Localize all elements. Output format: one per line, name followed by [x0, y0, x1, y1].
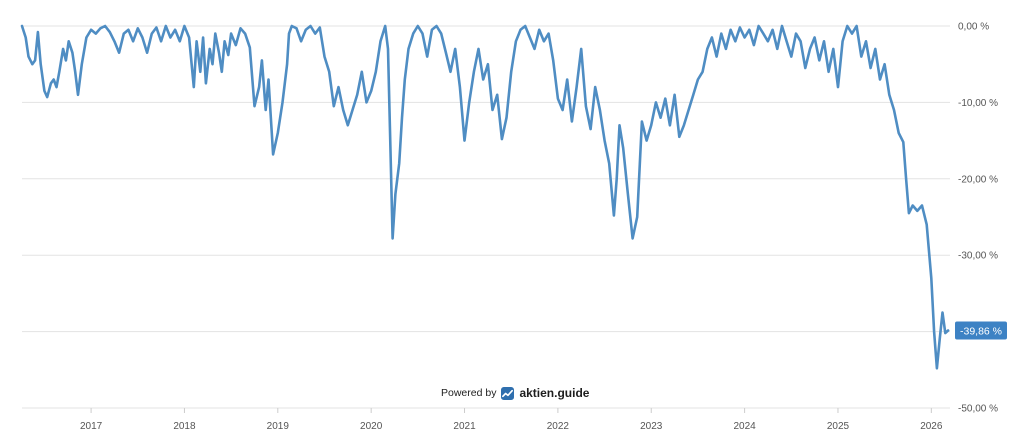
- y-tick-label: 0,00 %: [958, 22, 989, 33]
- x-tick-label: 2017: [80, 421, 103, 432]
- x-tick-label: 2020: [360, 421, 383, 432]
- last-value-badge: -39,86 %: [955, 321, 1007, 340]
- x-tick-label: 2025: [827, 421, 850, 432]
- grid-lines: [22, 25, 950, 409]
- x-tick-label: 2019: [267, 421, 290, 432]
- x-axis-ticks: 2017 2018 2019 2020 2021 2022 2023 2024 2025 2026: [80, 408, 943, 432]
- last-value-label: -39,86 %: [960, 326, 1002, 338]
- x-tick-label: 2024: [733, 421, 756, 432]
- y-tick-label: -10,00 %: [958, 98, 998, 109]
- y-axis-ticks: 0,00 %-10,00 %-20,00 %-30,00 %-40,00 %-5…: [958, 22, 998, 415]
- x-tick-label: 2022: [547, 421, 570, 432]
- last-value-badge-box: [955, 321, 1007, 340]
- y-tick-label: -30,00 %: [958, 251, 998, 262]
- drawdown-series-line: [20, 24, 950, 370]
- y-tick-label: -20,00 %: [958, 174, 998, 185]
- x-tick-label: 2026: [920, 421, 943, 432]
- x-tick-label: 2021: [453, 421, 476, 432]
- x-tick-label: 2018: [173, 421, 196, 432]
- powered-by-label: Powered by: [441, 387, 497, 399]
- y-tick-label: -50,00 %: [958, 404, 998, 415]
- powered-by-credit[interactable]: Powered by aktien.guide: [441, 386, 589, 400]
- aktien-guide-logo-icon: [501, 386, 515, 400]
- series-layer: [20, 24, 950, 370]
- brand-name: aktien.guide: [519, 386, 590, 400]
- x-tick-label: 2023: [640, 421, 663, 432]
